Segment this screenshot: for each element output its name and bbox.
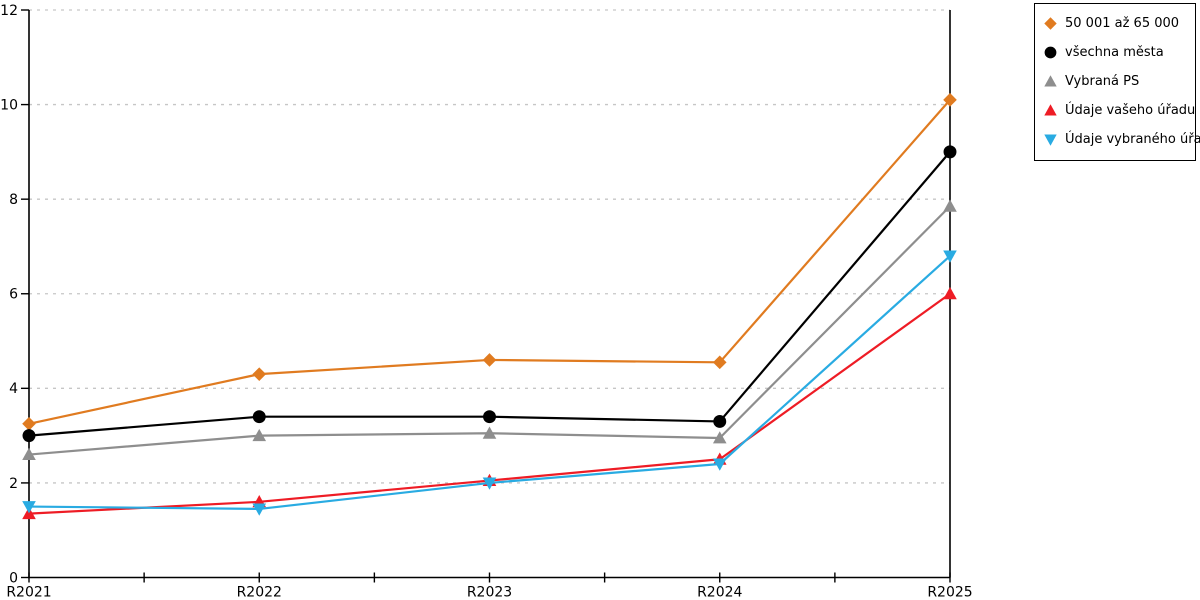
y-tick-label: 10 — [0, 97, 18, 113]
x-tick-label: R2025 — [927, 585, 972, 600]
y-tick-label: 0 — [9, 570, 18, 586]
x-tick-label: R2021 — [6, 585, 51, 600]
legend-item: Vybraná PS — [1035, 67, 1195, 96]
triangle-down-icon — [1044, 134, 1057, 146]
diamond-icon — [1044, 17, 1057, 30]
x-tick-label: R2024 — [697, 585, 742, 600]
series-line — [22, 145, 957, 443]
y-tick-label: 8 — [9, 192, 18, 208]
legend-item-label: Vybraná PS — [1065, 74, 1140, 89]
legend-item-label: Údaje vybraného úřadu — [1065, 132, 1200, 147]
series-line — [22, 93, 957, 431]
legend-item-label: Údaje vašeho úřadu — [1065, 103, 1196, 118]
x-tick-label: R2023 — [467, 585, 512, 600]
y-tick-label: 4 — [9, 381, 18, 397]
legend-item: Údaje vašeho úřadu — [1035, 96, 1195, 125]
legend-item-label: 50 001 až 65 000 — [1065, 16, 1180, 31]
legend: 50 001 až 65 000 všechna města Vybraná PS Ú… — [1034, 3, 1200, 161]
y-tick-label: 6 — [9, 287, 18, 303]
legend-item: Údaje vybraného úřadu — [1035, 125, 1200, 154]
y-axis-ticks: 0 2 4 6 8 10 12 — [0, 3, 29, 586]
x-tick-label: R2022 — [237, 585, 282, 600]
x-axis-ticks: R2021 R2022 R2023 R2024 R2025 — [6, 572, 973, 600]
y-tick-label: 12 — [0, 3, 18, 19]
circle-icon — [1044, 46, 1057, 59]
legend-item-label: všechna města — [1065, 45, 1164, 60]
triangle-up-icon — [1044, 104, 1057, 116]
series-line — [22, 250, 957, 516]
legend-item: 50 001 až 65 000 — [1035, 9, 1195, 38]
y-tick-label: 2 — [9, 476, 18, 492]
gridlines — [29, 9, 950, 484]
triangle-up-icon — [1044, 75, 1057, 87]
series-line — [22, 199, 957, 460]
legend-item: všechna města — [1035, 38, 1195, 67]
